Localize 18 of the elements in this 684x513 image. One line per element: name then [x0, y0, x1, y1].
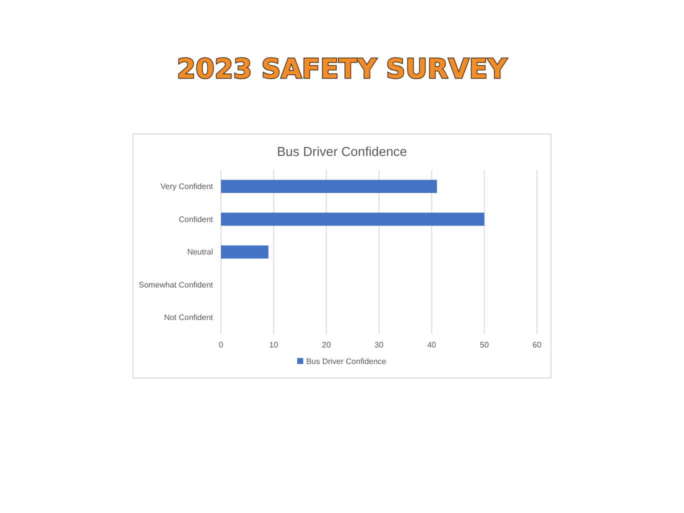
- x-tick-label: 10: [269, 340, 279, 350]
- bar: [221, 245, 268, 259]
- y-tick-label: Not Confident: [164, 313, 214, 322]
- y-tick-label: Neutral: [187, 248, 214, 257]
- x-tick-label: 50: [480, 340, 490, 350]
- x-tick-label: 0: [218, 340, 224, 350]
- bar: [221, 212, 484, 226]
- bar: [221, 180, 437, 193]
- x-tick-label: 20: [322, 340, 332, 350]
- y-tick-label: Confident: [178, 214, 214, 224]
- y-tick-label: Somewhat Confident: [138, 280, 214, 290]
- chart-title: 2023 SAFETY SURVEY: [176, 54, 508, 85]
- legend-label: Bus Driver Confidence: [306, 357, 387, 366]
- x-tick-label: 30: [374, 340, 384, 350]
- chart-subtitle: Bus Driver Confidence: [276, 144, 408, 159]
- y-tick-label: Very Confident: [160, 182, 214, 191]
- x-tick-label: 40: [427, 340, 437, 350]
- x-tick-label: 60: [532, 340, 542, 350]
